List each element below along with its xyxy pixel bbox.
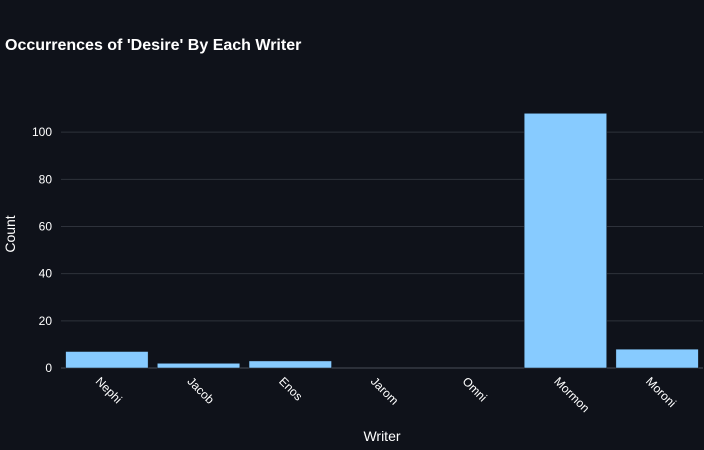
bar-nephi — [65, 351, 149, 369]
bar-jacob — [157, 363, 241, 369]
chart-title: Occurrences of 'Desire' By Each Writer — [5, 37, 301, 54]
bar-mormon — [523, 113, 607, 369]
y-tick-label: 0 — [45, 361, 52, 375]
y-tick-label: 40 — [39, 267, 53, 281]
bars — [65, 113, 699, 369]
bar-enos — [248, 360, 332, 369]
y-axis-ticks: 0 20 40 60 80 100 — [32, 125, 52, 375]
x-tick-label: Mormon — [551, 374, 592, 415]
y-tick-label: 20 — [39, 314, 53, 328]
x-axis-title: Writer — [363, 428, 400, 444]
x-tick-label: Moroni — [643, 374, 679, 410]
x-tick-label: Omni — [460, 374, 490, 404]
y-tick-label: 80 — [39, 172, 53, 186]
x-tick-label: Enos — [276, 374, 305, 403]
x-axis-ticks: Nephi Jacob Enos Jarom Omni Mormon Moroni — [93, 374, 679, 415]
x-tick-label: Jarom — [368, 374, 401, 407]
y-axis-title: Count — [2, 215, 18, 252]
y-tick-label: 60 — [39, 220, 53, 234]
y-tick-label: 100 — [32, 125, 52, 139]
bar-moroni — [615, 348, 699, 369]
x-tick-label: Nephi — [93, 374, 125, 406]
x-tick-label: Jacob — [184, 374, 217, 407]
